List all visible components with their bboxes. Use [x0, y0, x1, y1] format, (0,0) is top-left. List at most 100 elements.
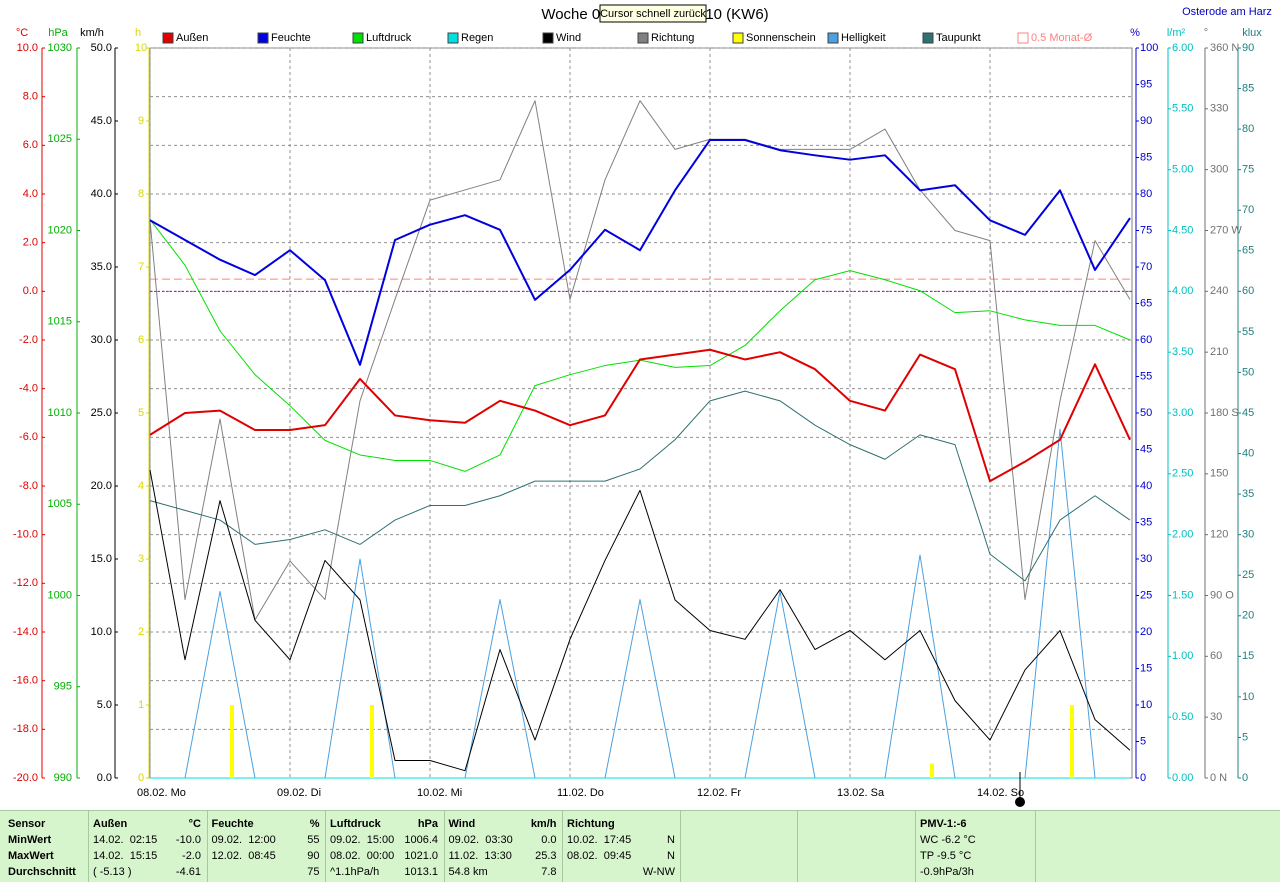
y-tick-label: 1005: [48, 498, 72, 510]
y-tick-label: 70: [1242, 204, 1254, 216]
table-cell: N: [667, 850, 675, 862]
column-separator: [207, 811, 208, 882]
y-tick-label: 1: [138, 699, 144, 711]
bar: [930, 763, 934, 778]
legend-swatch: [447, 32, 459, 44]
y-tick-label: 0.50: [1172, 711, 1193, 723]
column-unit: hPa: [417, 818, 438, 830]
y-tick-label: 50.0: [91, 42, 112, 54]
legend-label: Feuchte: [271, 32, 311, 44]
column-separator: [1035, 811, 1036, 882]
y-tick-label: 3.00: [1172, 407, 1193, 419]
y-tick-label: -6.0: [19, 431, 38, 443]
table-header: Sensor: [8, 818, 46, 830]
axis-unit: klux: [1242, 27, 1262, 39]
y-tick-label: 25.0: [91, 407, 112, 419]
table-cell: 55: [307, 834, 320, 846]
y-tick-label: 80: [1140, 188, 1152, 200]
y-tick-label: 10: [1242, 691, 1254, 703]
y-tick-label: 6: [138, 334, 144, 346]
y-tick-label: 50: [1242, 366, 1254, 378]
legend-swatch: [1017, 32, 1029, 44]
y-tick-label: 45: [1140, 443, 1152, 455]
x-tick-label: 08.02. Mo: [137, 787, 186, 799]
column-separator: [797, 811, 798, 882]
table-cell: 08.02. 09:45: [567, 850, 632, 862]
y-tick-label: 15: [1242, 650, 1254, 662]
legend-swatch: [827, 32, 839, 44]
table-cell: 11.02. 13:30: [448, 850, 512, 862]
y-tick-label: 1015: [48, 316, 72, 328]
table-cell: 09.02. 12:00: [211, 834, 276, 846]
y-tick-label: 1030: [48, 42, 72, 54]
column-separator: [444, 811, 445, 882]
y-tick-label: 10: [135, 42, 147, 54]
summary-table: Sensor MinWert MaxWert Durchschnitt Außen °C 1…: [0, 810, 1280, 882]
y-tick-label: 1025: [48, 133, 72, 145]
location: Osterode am Harz: [1182, 6, 1272, 18]
y-tick-label: 75: [1242, 164, 1254, 176]
column-header: Feuchte: [211, 818, 254, 830]
y-tick-label: 85: [1140, 151, 1152, 163]
axis-unit: h: [135, 27, 141, 39]
y-tick-label: 25: [1140, 589, 1152, 601]
column-separator: [325, 811, 326, 882]
y-tick-label: 1.00: [1172, 650, 1193, 662]
column-header: PMV-1:-6: [920, 818, 967, 830]
x-tick-label: 13.02. Sa: [837, 787, 885, 799]
y-tick-label: 10.0: [91, 626, 112, 638]
legend-label: Außen: [176, 32, 208, 44]
series-line: [149, 348, 1131, 483]
column-separator: [680, 811, 681, 882]
y-tick-label: 60: [1210, 650, 1222, 662]
y-tick-label: 2: [138, 626, 144, 638]
y-tick-label: 5: [1140, 735, 1146, 747]
y-tick-label: -18.0: [13, 723, 38, 735]
y-tick-label: -10.0: [13, 529, 38, 541]
column-separator: [915, 811, 916, 882]
y-tick-label: 85: [1242, 82, 1254, 94]
y-tick-label: 65: [1140, 297, 1152, 309]
column-header: Wind: [448, 818, 476, 830]
y-tick-label: 15.0: [91, 553, 112, 565]
y-tick-label: 150: [1210, 468, 1228, 480]
legend-swatch: [922, 32, 934, 44]
y-tick-label: 20: [1242, 610, 1254, 622]
bar: [370, 705, 374, 778]
y-tick-label: 0: [1242, 772, 1248, 784]
table-cell: W-NW: [642, 866, 675, 878]
y-tick-label: 30.0: [91, 334, 112, 346]
axis-unit: km/h: [80, 27, 104, 39]
table-cell: 54.8 km: [448, 866, 488, 878]
table-cell: -10.0: [175, 834, 201, 846]
legend-swatch: [257, 32, 269, 44]
y-tick-label: 6.0: [23, 139, 38, 151]
y-tick-label: 360 N: [1210, 42, 1239, 54]
legend-label: Helligkeit: [841, 32, 886, 44]
legend-swatch: [162, 32, 174, 44]
y-tick-label: 90: [1140, 115, 1152, 127]
y-tick-label: 6.00: [1172, 42, 1193, 54]
y-tick-label: 35.0: [91, 261, 112, 273]
legend-label: Wind: [556, 32, 581, 44]
series-line: [149, 469, 1131, 772]
y-tick-label: 3: [138, 553, 144, 565]
axis-unit: %: [1130, 27, 1140, 39]
y-tick-label: 2.50: [1172, 468, 1193, 480]
y-tick-label: 30: [1242, 529, 1254, 541]
table-cell: 1021.0: [404, 850, 438, 862]
y-tick-label: 180 S: [1210, 407, 1239, 419]
legend-swatch: [732, 32, 744, 44]
y-tick-label: 45.0: [91, 115, 112, 127]
y-tick-label: 45: [1242, 407, 1254, 419]
y-tick-label: 1000: [48, 589, 72, 601]
y-tick-label: 80: [1242, 123, 1254, 135]
y-tick-label: -2.0: [19, 334, 38, 346]
y-tick-label: 995: [54, 681, 72, 693]
column-unit: km/h: [530, 818, 557, 830]
axis-unit: °C: [16, 27, 28, 39]
legend-swatch: [542, 32, 554, 44]
axis-unit: hPa: [48, 27, 68, 39]
y-tick-label: 5.00: [1172, 164, 1193, 176]
